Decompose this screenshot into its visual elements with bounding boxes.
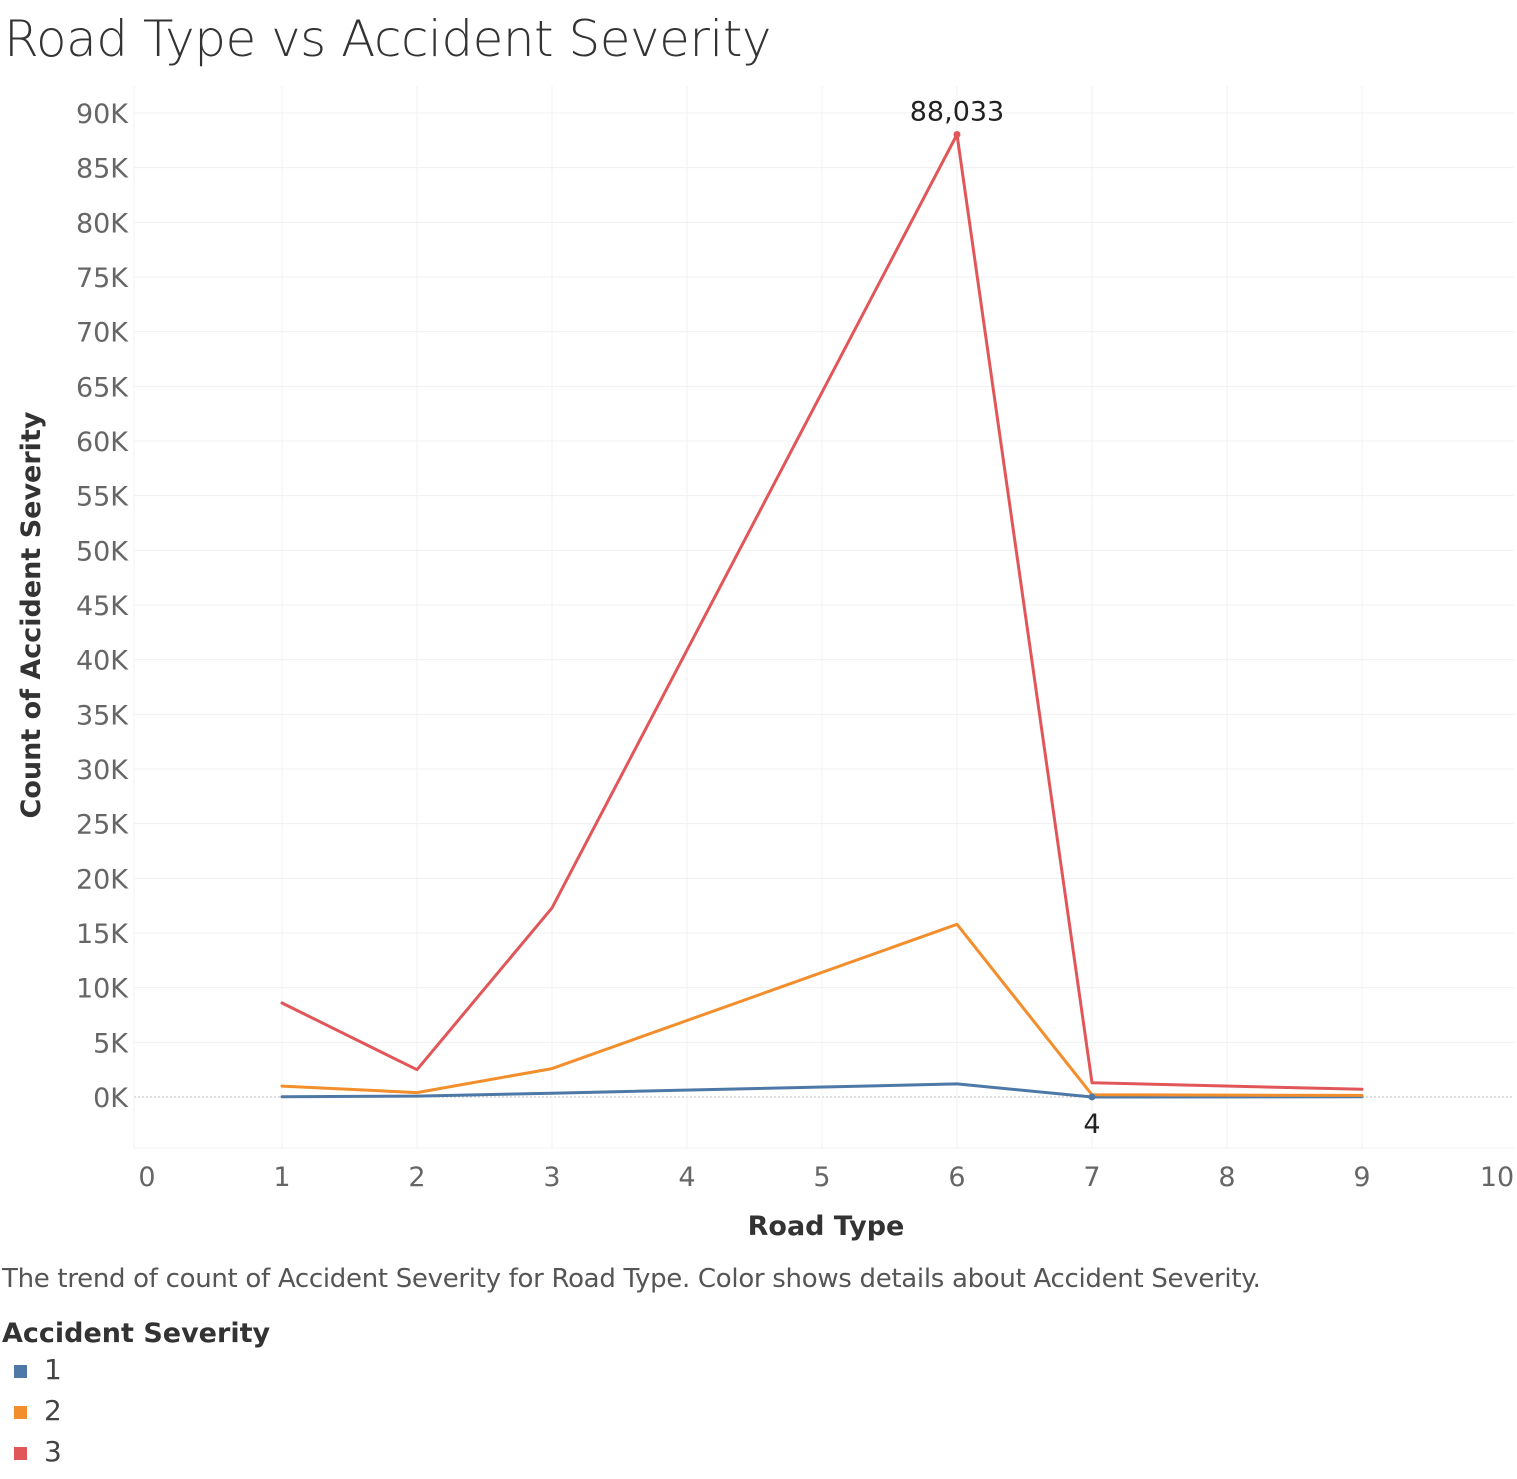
y-tick-label: 45K — [76, 591, 129, 622]
x-tick-label: 10 — [1480, 1162, 1514, 1193]
x-tick-label: 7 — [1083, 1162, 1100, 1193]
y-tick-label: 0K — [93, 1083, 129, 1114]
y-tick-label: 50K — [76, 536, 129, 567]
axes: 0K 5K 10K 15K 20K 25K 30K 35K 40K 45K 50K 55K 60K 65K… — [16, 86, 1514, 1242]
y-axis-title: Count of Accident Severity — [16, 411, 47, 818]
grid — [134, 86, 1514, 1148]
annotations: 88,033 4 — [910, 97, 1101, 1140]
legend-swatch — [14, 1406, 27, 1419]
y-tick-label: 30K — [76, 755, 129, 786]
y-tick-label: 10K — [76, 974, 129, 1005]
chart-caption: The trend of count of Accident Severity … — [2, 1264, 1261, 1294]
x-tick-label: 4 — [678, 1162, 695, 1193]
line-chart: 0K 5K 10K 15K 20K 25K 30K 35K 40K 45K 50K 55K 60K 65K… — [16, 86, 1514, 1242]
y-tick-label: 60K — [76, 427, 129, 458]
y-tick-label: 55K — [76, 482, 129, 513]
y-tick-label: 20K — [76, 864, 129, 895]
annotation-label: 4 — [1083, 1109, 1100, 1140]
legend-swatch — [14, 1365, 27, 1378]
x-tick-label: 1 — [273, 1162, 290, 1193]
y-tick-label: 75K — [76, 263, 129, 294]
legend-title: Accident Severity — [2, 1318, 271, 1349]
y-tick-label: 35K — [76, 700, 129, 731]
series-line-2 — [280, 922, 1364, 1097]
legend-item[interactable]: 1 — [2, 1349, 270, 1390]
chart-title: Road Type vs Accident Severity — [4, 10, 772, 68]
y-tick-label: 85K — [76, 154, 129, 185]
y-tick-label: 65K — [76, 372, 129, 403]
x-axis-title: Road Type — [748, 1211, 905, 1242]
y-tick-label: 90K — [76, 99, 129, 130]
series-line-3 — [280, 133, 1364, 1091]
y-tick-label: 25K — [76, 810, 129, 841]
x-tick-label: 3 — [543, 1162, 560, 1193]
legend-label: 3 — [44, 1435, 62, 1468]
y-tick-label: 5K — [93, 1028, 129, 1059]
x-tick-label: 2 — [408, 1162, 425, 1193]
y-tick-label: 80K — [76, 208, 129, 239]
x-tick-label: 0 — [138, 1162, 155, 1193]
series — [280, 133, 1364, 1099]
annotation-point — [1088, 1093, 1096, 1101]
y-tick-label: 15K — [76, 919, 129, 950]
x-tick-label: 5 — [813, 1162, 830, 1193]
x-tick-label: 8 — [1218, 1162, 1235, 1193]
legend-swatch — [14, 1447, 27, 1460]
legend-label: 1 — [44, 1353, 62, 1386]
y-tick-label: 70K — [76, 318, 129, 349]
legend-label: 2 — [44, 1394, 62, 1427]
legend: Accident Severity 1 2 3 — [2, 1318, 270, 1472]
legend-items: 1 2 3 — [2, 1349, 270, 1472]
legend-item[interactable]: 3 — [2, 1431, 270, 1472]
series-line-1 — [280, 1082, 1364, 1099]
annotation-label: 88,033 — [910, 97, 1004, 128]
y-tick-label: 40K — [76, 646, 129, 677]
x-tick-label: 9 — [1353, 1162, 1370, 1193]
x-tick-label: 6 — [948, 1162, 965, 1193]
annotation-point — [953, 131, 961, 139]
legend-item[interactable]: 2 — [2, 1390, 270, 1431]
